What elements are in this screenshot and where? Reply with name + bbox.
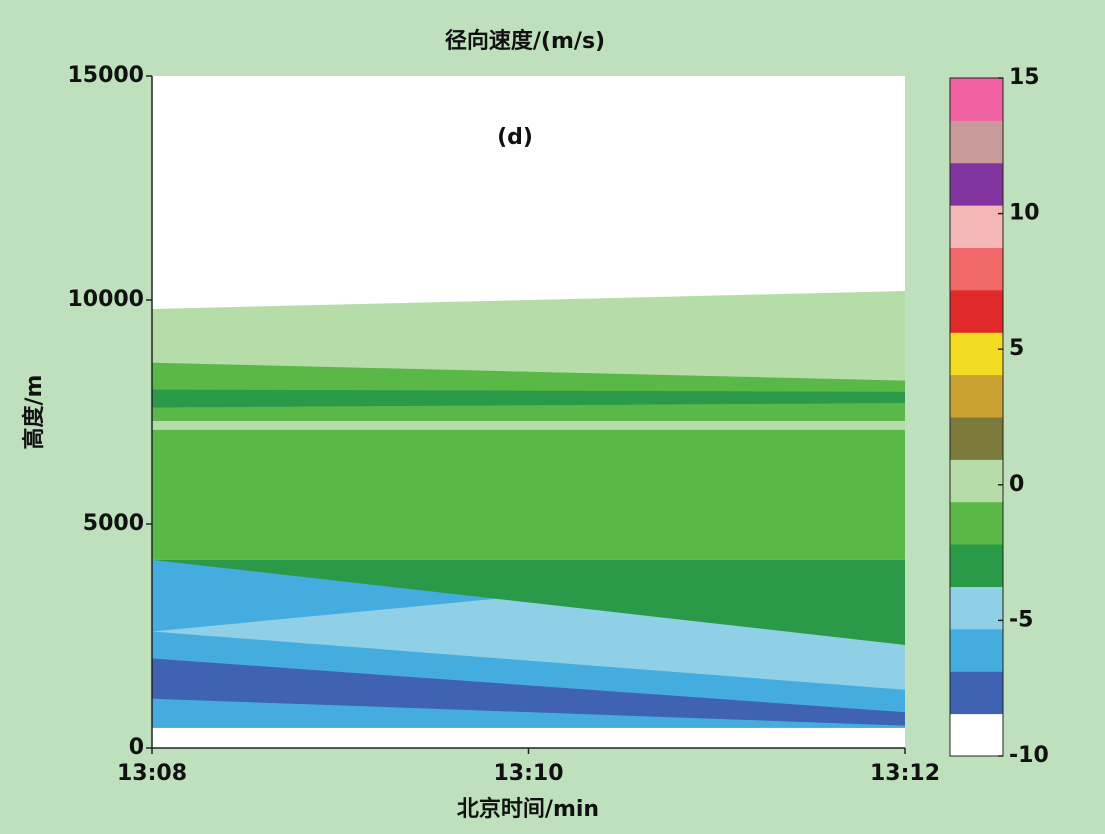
colorbar-bin [950, 374, 1003, 418]
chart-title: 径向速度/(m/s) [445, 28, 605, 54]
y-tick-label: 10000 [67, 287, 144, 312]
velocity-region [152, 559, 905, 645]
colorbar-tick-label: 15 [1009, 65, 1040, 90]
colorbar-bin [950, 78, 1003, 121]
y-tick-label: 15000 [67, 63, 144, 88]
colorbar-bin [950, 289, 1003, 333]
colorbar-bin [950, 501, 1003, 545]
velocity-region [152, 698, 905, 728]
velocity-region [152, 658, 905, 726]
y-tick-label: 0 [129, 735, 144, 760]
colorbar-tick-label: -5 [1009, 607, 1033, 632]
y-tick-label: 5000 [83, 511, 144, 536]
colorbar-bin [950, 628, 1003, 672]
x-tick-label: 13:12 [870, 761, 940, 786]
colorbar-tick-label: 5 [1009, 336, 1024, 361]
colorbar-bin [950, 162, 1003, 206]
colorbar-bin [950, 713, 1003, 757]
colorbar-tick-label: 10 [1009, 201, 1040, 226]
x-tick-label: 13:08 [117, 761, 187, 786]
x-axis-label: 北京时间/min [457, 796, 599, 822]
y-axis-label: 高度/m [21, 375, 47, 450]
colorbar-bin [950, 586, 1003, 630]
colorbar-tick-label: 0 [1009, 472, 1024, 497]
velocity-region [152, 429, 905, 560]
colorbar-bin [950, 247, 1003, 291]
annotation: (d) [497, 125, 533, 150]
colorbar-bin [950, 205, 1003, 248]
colorbar-bin [950, 671, 1003, 715]
colorbar-tick-label: -10 [1009, 743, 1049, 768]
colorbar-bin [950, 332, 1003, 376]
velocity-region [152, 631, 905, 713]
colorbar-bin [950, 120, 1003, 164]
colorbar-bin [950, 417, 1003, 460]
x-tick-label: 13:10 [493, 761, 563, 786]
colorbar-frame [949, 77, 1004, 757]
velocity-region [152, 389, 905, 408]
colorbar-bin [950, 459, 1003, 503]
colorbar-bin [950, 544, 1003, 587]
